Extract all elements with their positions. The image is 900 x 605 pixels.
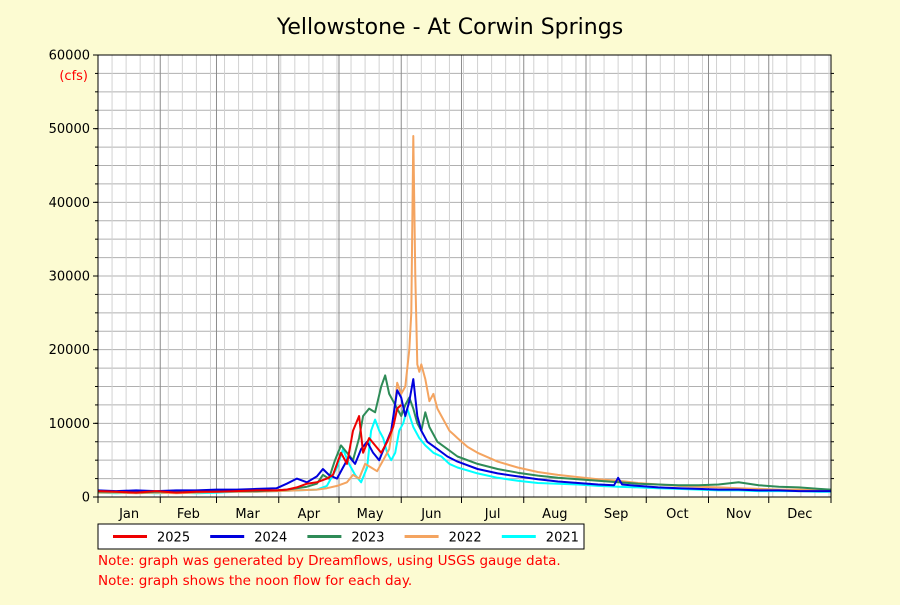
note-source: Note: graph was generated by Dreamflows,… <box>98 553 561 569</box>
y-tick-label: 10000 <box>49 417 90 432</box>
y-tick-label: 20000 <box>49 343 90 358</box>
x-tick-label: Aug <box>542 507 567 522</box>
grid-lines <box>98 55 831 497</box>
note-noon-flow: Note: graph shows the noon flow for each… <box>98 573 413 589</box>
x-tick-label: Jul <box>484 507 501 522</box>
y-tick-label: 40000 <box>49 196 90 211</box>
series-line-2024 <box>97 378 831 493</box>
legend: 2025 2024 2023 2022 2021 <box>97 523 585 550</box>
x-tick-label: Jan <box>118 507 139 522</box>
y-tick-label: 0 <box>82 491 90 506</box>
x-tick-label: Sep <box>604 507 629 522</box>
y-tick-label: 50000 <box>49 122 90 137</box>
x-tick-label: Nov <box>726 507 752 522</box>
series-line-2025 <box>97 404 402 494</box>
legend-label-2024: 2024 <box>254 531 287 546</box>
x-tick-label: Apr <box>298 507 321 522</box>
y-axis-unit-label: (cfs) <box>59 69 88 84</box>
x-tick-label: Jun <box>420 507 441 522</box>
legend-label-2025: 2025 <box>157 531 190 546</box>
y-tick-label: 30000 <box>49 270 90 285</box>
x-tick-label: Feb <box>177 507 200 522</box>
x-tick-label: Oct <box>666 507 688 522</box>
series-layer <box>97 135 832 495</box>
plot-frame <box>97 54 832 498</box>
legend-label-2021: 2021 <box>546 531 579 546</box>
y-tick-label: 60000 <box>49 49 90 64</box>
x-tick-label: Mar <box>235 507 260 522</box>
axes: 0 10000 20000 30000 40000 50000 60000 Jan Feb Mar… <box>49 49 834 522</box>
x-tick-label: Dec <box>787 507 812 522</box>
legend-label-2023: 2023 <box>351 531 384 546</box>
x-tick-label: May <box>357 507 384 522</box>
legend-label-2022: 2022 <box>449 531 482 546</box>
chart-title: Yellowstone - At Corwin Springs <box>276 15 623 40</box>
